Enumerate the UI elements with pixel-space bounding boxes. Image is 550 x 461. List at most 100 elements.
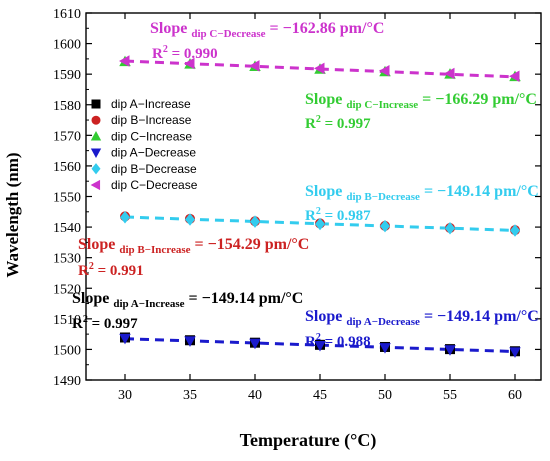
- r-squared-value: = 0.997: [321, 116, 371, 132]
- x-tick-label: 45: [313, 388, 327, 403]
- data-point: [119, 333, 131, 345]
- x-tick-label: 55: [443, 388, 457, 403]
- data-point: [120, 211, 130, 224]
- r-squared-label: R: [78, 263, 89, 279]
- legend-label: dip A−Increase: [111, 97, 191, 111]
- data-point: [444, 67, 455, 80]
- r-squared-text: R2 = 0.997: [305, 114, 371, 132]
- x-tick-label: 35: [183, 388, 197, 403]
- slope-subscript: dip C−Decrease: [191, 28, 265, 40]
- data-point: [379, 65, 390, 77]
- slope-annotation: Slope dip C−Decrease = −162.86 pm/°C R2 =…: [150, 20, 384, 62]
- slope-annotation: Slope dip B−Decrease = −149.14 pm/°C R2 =…: [305, 183, 539, 224]
- r-squared-sup: 2: [316, 332, 321, 343]
- y-tick-label: 1580: [53, 99, 81, 114]
- data-point: [184, 336, 196, 347]
- data-point: [249, 60, 260, 72]
- slope-subscript: dip C−Increase: [346, 99, 418, 111]
- legend-marker: [90, 179, 101, 191]
- slope-prefix: Slope: [150, 20, 191, 37]
- data-point: [250, 215, 260, 228]
- legend-marker: [91, 163, 101, 175]
- slope-value: = −149.14 pm/°C: [420, 308, 539, 325]
- data-point: [510, 224, 520, 237]
- legend-label: dip C−Increase: [111, 129, 192, 143]
- y-tick-label: 1590: [53, 68, 81, 83]
- legend-label: dip B−Decrease: [111, 162, 197, 176]
- slope-prefix: Slope: [78, 236, 119, 253]
- slope-value: = −149.14 pm/°C: [420, 183, 539, 200]
- legend-marker: [91, 99, 101, 109]
- x-tick-label: 60: [508, 388, 522, 403]
- y-tick-label: 1490: [53, 374, 81, 389]
- data-points: [119, 55, 521, 358]
- legend-label: dip B−Increase: [111, 113, 192, 127]
- r-squared-label: R: [305, 334, 316, 350]
- legend-marker: [90, 148, 102, 158]
- data-point: [119, 55, 130, 67]
- y-tick-label: 1530: [53, 252, 81, 267]
- legend: dip A−Increase dip B−Increase dip C−Increa…: [90, 97, 198, 192]
- y-tick-label: 1600: [53, 38, 81, 53]
- data-point: [315, 217, 325, 231]
- slope-annotation: Slope dip A−Increase = −149.14 pm/°C R2 =…: [72, 290, 303, 332]
- slope-annotation: Slope dip C−Increase = −166.29 pm/°C R2 =…: [305, 91, 537, 132]
- slope-subscript: dip B−Increase: [119, 244, 190, 256]
- slope-text: Slope dip C−Decrease = −162.86 pm/°C: [150, 20, 384, 40]
- x-axis-ticks: 30 35 40 45 50 55 60: [118, 13, 522, 403]
- r-squared-label: R: [305, 208, 316, 224]
- r-squared-text: R2 = 0.991: [78, 261, 144, 279]
- r-squared-sup: 2: [316, 206, 321, 217]
- data-point: [314, 340, 326, 352]
- slope-subscript: dip B−Decrease: [346, 191, 420, 203]
- y-tick-label: 1500: [53, 343, 81, 358]
- r-squared-sup: 2: [83, 314, 88, 325]
- slope-text: Slope dip B−Decrease = −149.14 pm/°C: [305, 183, 539, 203]
- r-squared-value: = 0.988: [321, 334, 371, 350]
- slope-prefix: Slope: [305, 183, 346, 200]
- legend-label: dip C−Decrease: [111, 178, 198, 192]
- x-tick-label: 40: [248, 388, 262, 403]
- r-squared-label: R: [152, 46, 163, 62]
- r-squared-label: R: [72, 316, 83, 332]
- x-axis-label: Temperature (°C): [240, 430, 377, 451]
- slope-prefix: Slope: [305, 308, 346, 325]
- slope-value: = −154.29 pm/°C: [191, 236, 310, 253]
- x-tick-label: 50: [378, 388, 392, 403]
- data-point: [379, 343, 391, 354]
- r-squared-text: R2 = 0.988: [305, 332, 371, 350]
- slope-text: Slope dip B−Increase = −154.29 pm/°C: [78, 236, 309, 256]
- slope-subscript: dip A−Decrease: [346, 316, 420, 328]
- y-tick-label: 1540: [53, 221, 81, 236]
- y-tick-label: 1560: [53, 160, 81, 175]
- slope-value: = −166.29 pm/°C: [418, 91, 537, 108]
- data-point: [185, 213, 195, 226]
- slope-text: Slope dip C−Increase = −166.29 pm/°C: [305, 91, 537, 111]
- slope-prefix: Slope: [305, 91, 346, 108]
- r-squared-value: = 0.991: [94, 263, 144, 279]
- r-squared-sup: 2: [163, 44, 168, 55]
- r-squared-value: = 0.997: [88, 316, 138, 332]
- slope-text: Slope dip A−Decrease = −149.14 pm/°C: [305, 308, 539, 328]
- r-squared-value: = 0.990: [168, 46, 218, 62]
- y-tick-label: 1550: [53, 191, 81, 206]
- data-point: [184, 57, 195, 70]
- data-point: [509, 347, 521, 358]
- r-squared-text: R2 = 0.990: [152, 44, 218, 62]
- data-point: [249, 338, 261, 350]
- r-squared-label: R: [305, 116, 316, 132]
- data-point: [444, 345, 456, 356]
- slope-prefix: Slope: [72, 290, 113, 307]
- slope-annotations: Slope dip C−Decrease = −162.86 pm/°CR2 =…: [72, 20, 539, 350]
- slope-annotation: Slope dip A−Decrease = −149.14 pm/°C R2 =…: [305, 308, 539, 350]
- y-tick-label: 1610: [53, 7, 81, 22]
- r-squared-value: = 0.987: [321, 208, 371, 224]
- data-point: [445, 222, 455, 235]
- slope-value: = −162.86 pm/°C: [266, 20, 385, 37]
- x-tick-label: 30: [118, 388, 132, 403]
- r-squared-text: R2 = 0.987: [305, 206, 371, 224]
- slope-value: = −149.14 pm/°C: [185, 290, 304, 307]
- r-squared-sup: 2: [89, 261, 94, 272]
- slope-subscript: dip A−Increase: [113, 298, 184, 310]
